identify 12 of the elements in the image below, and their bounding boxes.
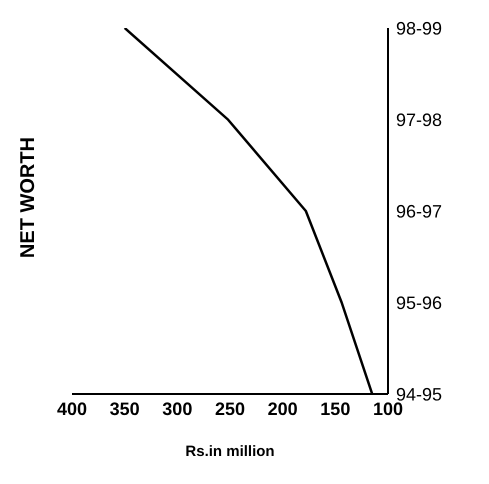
x-tick-label: 200 bbox=[268, 398, 298, 419]
y-tick-label: 96-97 bbox=[396, 201, 442, 222]
x-tick-label: 350 bbox=[110, 398, 140, 419]
x-tick-label: 250 bbox=[214, 398, 246, 419]
y-tick-label: 97-98 bbox=[396, 110, 442, 130]
y-tick-label: 95-96 bbox=[396, 292, 442, 313]
x-tick-label: 300 bbox=[162, 398, 192, 419]
text: NET WORTH bbox=[16, 137, 40, 259]
x-tick-label: 150 bbox=[320, 398, 350, 419]
x-axis-title: Rs.in million bbox=[185, 443, 275, 460]
x-tick-label: 400 bbox=[56, 398, 88, 419]
y-tick-label: 98-99 bbox=[396, 18, 442, 38]
